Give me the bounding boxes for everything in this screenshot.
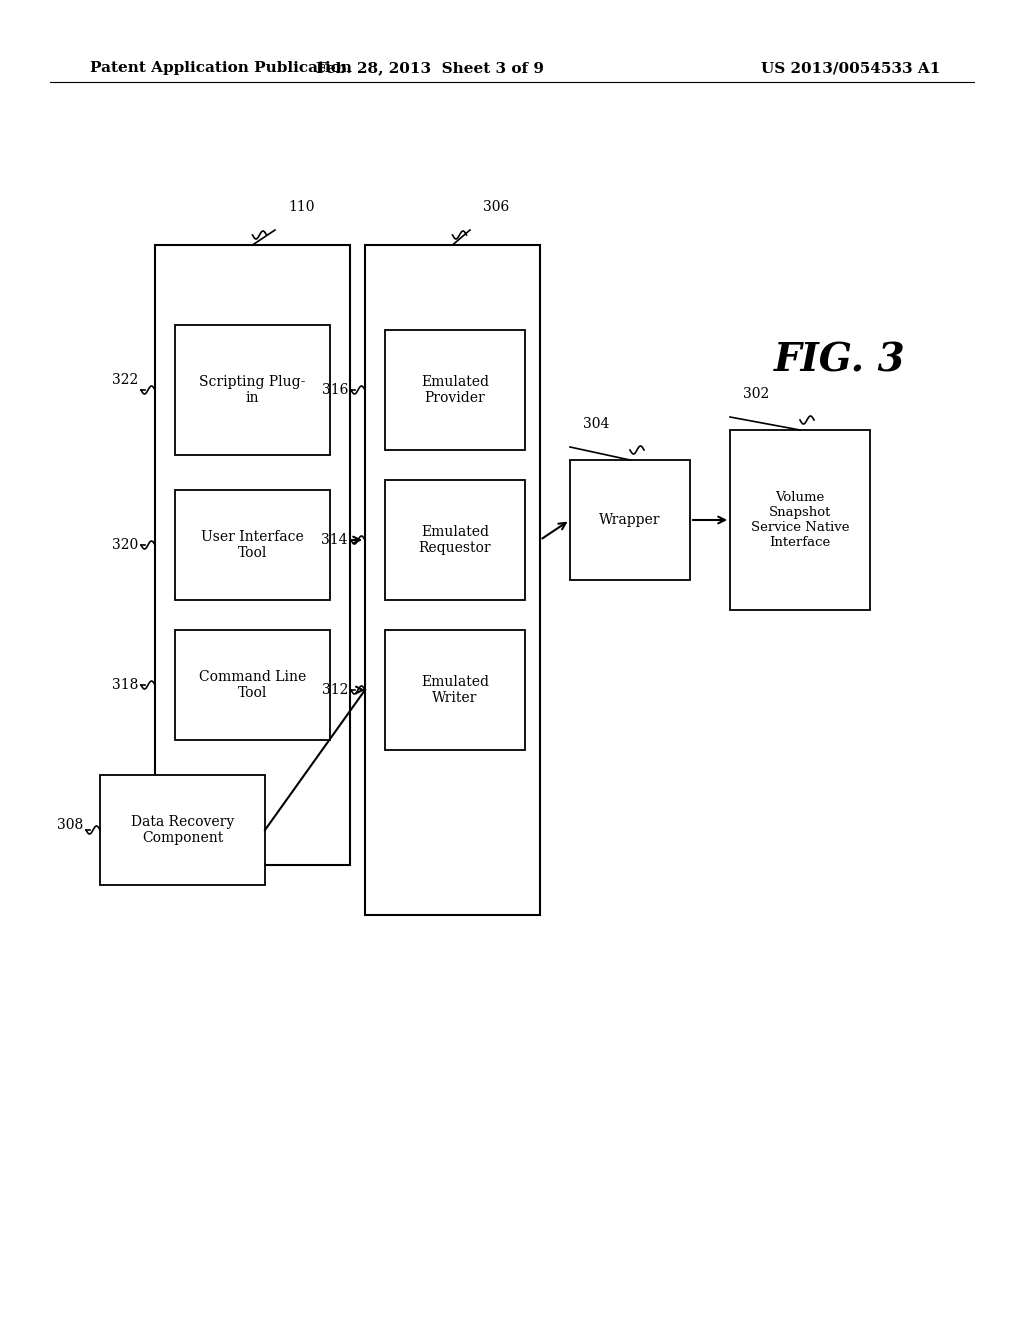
Text: Volume
Snapshot
Service Native
Interface: Volume Snapshot Service Native Interface [751,491,849,549]
Text: Data Recovery
Component: Data Recovery Component [131,814,234,845]
Text: Emulated
Requestor: Emulated Requestor [419,525,492,556]
Text: 306: 306 [483,201,509,214]
Bar [385,330,525,450]
Text: Emulated
Provider: Emulated Provider [421,375,489,405]
Bar [155,246,350,865]
Text: 322: 322 [112,374,138,387]
Bar [385,480,525,601]
Text: 302: 302 [743,387,769,401]
Text: US 2013/0054533 A1: US 2013/0054533 A1 [761,61,940,75]
Text: Command Line
Tool: Command Line Tool [199,671,306,700]
Text: Wrapper: Wrapper [599,513,660,527]
Text: Scripting Plug-
in: Scripting Plug- in [200,375,306,405]
Text: 318: 318 [112,678,138,692]
Text: 314: 314 [322,533,348,546]
Text: 110: 110 [288,201,314,214]
Bar [365,246,540,915]
Bar [385,630,525,750]
Text: Emulated
Writer: Emulated Writer [421,675,489,705]
Text: 304: 304 [583,417,609,432]
Text: 320: 320 [112,539,138,552]
Bar [175,325,330,455]
Bar [175,490,330,601]
Bar [175,630,330,741]
Text: FIG. 3: FIG. 3 [774,341,906,379]
Bar [570,459,690,579]
Text: Feb. 28, 2013  Sheet 3 of 9: Feb. 28, 2013 Sheet 3 of 9 [316,61,544,75]
Text: User Interface
Tool: User Interface Tool [201,529,304,560]
Text: 308: 308 [56,818,83,832]
Text: Patent Application Publication: Patent Application Publication [90,61,352,75]
Bar [100,775,265,884]
Text: 312: 312 [322,682,348,697]
Text: 316: 316 [322,383,348,397]
Bar [730,430,870,610]
